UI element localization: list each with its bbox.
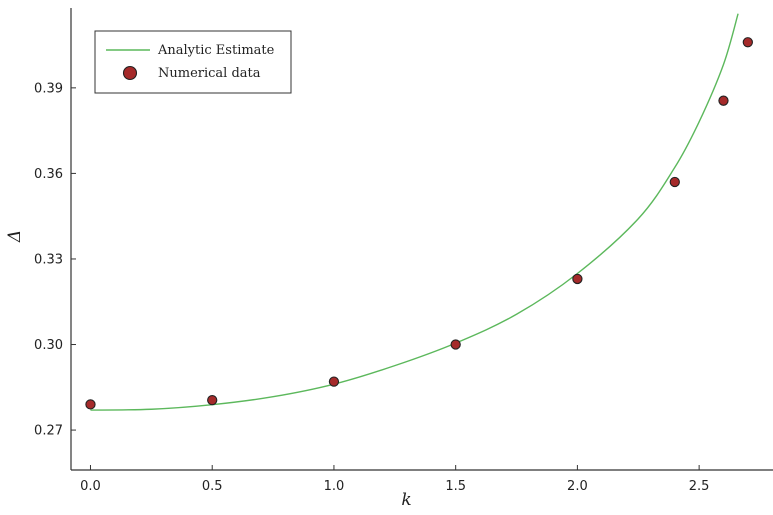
numerical-data-point (85, 399, 96, 410)
y-tick-label: 0.30 (34, 338, 63, 353)
x-tick-label: 2.0 (567, 479, 588, 494)
y-tick-label: 0.36 (34, 167, 63, 182)
y-tick-label: 0.33 (34, 252, 63, 267)
legend-dot-swatch (122, 65, 138, 81)
x-tick-label: 1.0 (324, 479, 345, 494)
numerical-data-point (207, 394, 218, 406)
x-axis-label: k (401, 490, 411, 510)
analytic-estimate-line (90, 13, 739, 411)
legend-box (94, 30, 292, 94)
y-tick-label: 0.39 (34, 81, 63, 96)
numerical-data-point (742, 37, 753, 48)
numerical-data-point (669, 176, 680, 188)
numerical-data-point (718, 95, 729, 106)
x-tick-label: 2.5 (689, 479, 710, 494)
legend-label-numerical: Numerical data (158, 66, 261, 81)
x-tick-label: 0.0 (80, 479, 101, 494)
numerical-data-point (572, 273, 583, 285)
x-tick-label: 1.5 (445, 479, 466, 494)
x-tick-label: 0.5 (202, 479, 223, 494)
y-axis-label: Δ (5, 230, 25, 243)
axes: 0.0 0.5 1.0 1.5 2.0 2.5 0.27 0.30 0.33 0.36 0.39 k Δ (5, 8, 773, 510)
y-tick-label: 0.27 (34, 424, 63, 439)
numerical-data-point (450, 339, 461, 350)
legend-label-analytic: Analytic Estimate (157, 43, 275, 58)
numerical-data-point (328, 376, 340, 387)
plot-area (85, 13, 753, 411)
legend: Analytic Estimate Numerical data (94, 30, 292, 94)
